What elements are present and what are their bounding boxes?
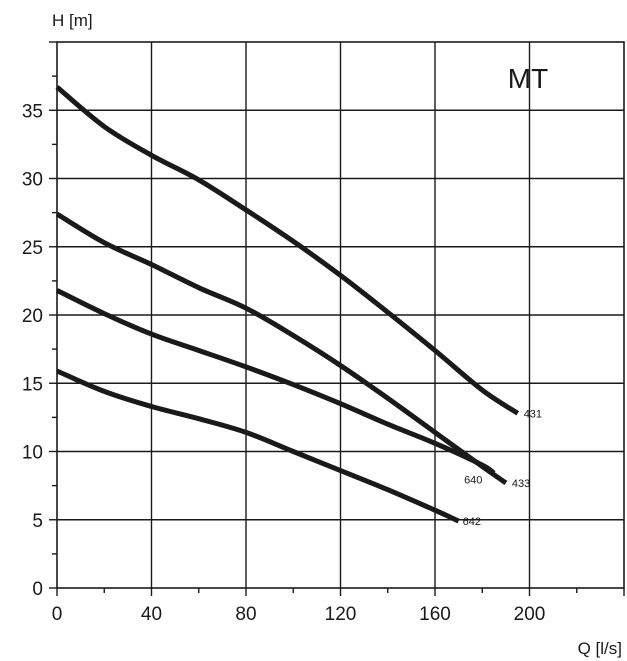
x-tick-label: 160 (419, 604, 451, 625)
x-tick-label: 0 (52, 604, 63, 625)
y-tick-label: 30 (22, 170, 43, 191)
curve-label-640: 640 (464, 474, 482, 486)
y-tick-label: 5 (32, 511, 43, 532)
y-tick-label: 0 (32, 579, 43, 600)
x-tick-label: 120 (325, 604, 357, 625)
axis-ticks: 0 40 80 120 160 200 0 5 10 15 20 25 30 35 (22, 41, 625, 625)
curve-640 (55, 288, 496, 476)
y-tick-label: 25 (22, 238, 43, 259)
pump-curves (55, 85, 520, 524)
x-axis-label: Q [l/s] (578, 639, 622, 658)
x-tick-label: 40 (141, 604, 162, 625)
y-tick-label: 35 (22, 101, 43, 122)
chart-title: MT (508, 63, 548, 94)
y-tick-label: 10 (22, 443, 43, 464)
y-tick-label: 20 (22, 306, 43, 327)
grid (57, 42, 624, 588)
curve-642 (56, 368, 460, 524)
y-axis-label: H [m] (52, 11, 93, 30)
x-tick-label: 80 (235, 604, 256, 625)
curve-label-433: 433 (512, 478, 530, 490)
x-tick-label: 200 (514, 604, 546, 625)
y-tick-label: 15 (22, 374, 43, 395)
curve-label-642: 642 (463, 516, 481, 528)
curve-labels: 431 433 640 642 (463, 408, 542, 528)
curve-433 (55, 211, 508, 485)
curve-label-431: 431 (524, 408, 542, 420)
curve-431 (55, 85, 520, 416)
